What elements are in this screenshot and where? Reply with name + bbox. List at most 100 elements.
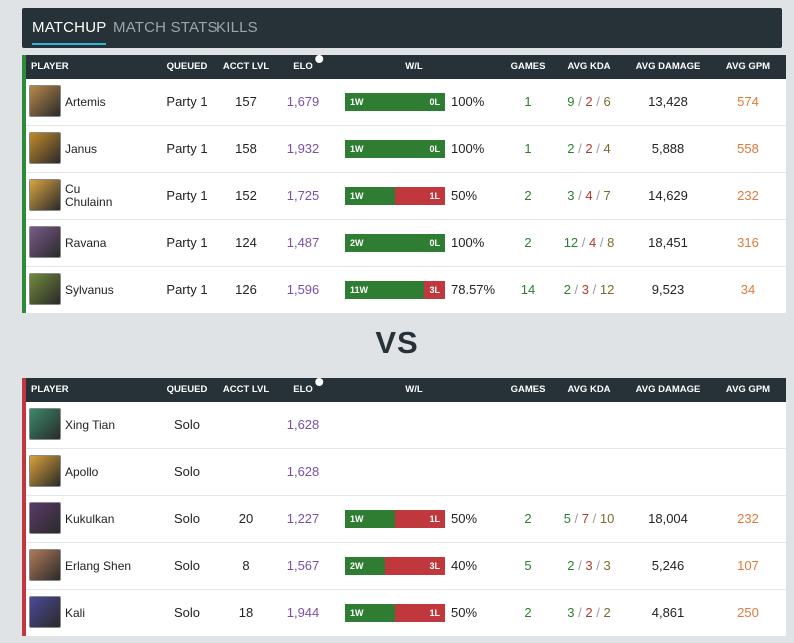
elo-value: 1,227 [286, 511, 320, 526]
avg-gpm-value: 107 [737, 558, 759, 573]
player-row[interactable]: Janus Party 1 158 1,932 1W 0L 100% 1 2 / 2 / 4 5,… [26, 126, 786, 173]
elo-value: 1,596 [286, 282, 320, 297]
win-percent: 100% [451, 235, 485, 250]
kda-separator: / [574, 605, 586, 620]
col-elo[interactable]: ELO + [293, 55, 323, 79]
col-acct-lvl[interactable]: ACCT LVL [222, 384, 270, 395]
losses-segment: 1L [395, 510, 445, 528]
games-value: 2 [524, 511, 532, 526]
kda-separator: / [574, 141, 586, 156]
wins-segment: 1W [345, 93, 395, 111]
col-player[interactable]: PLAYER [31, 384, 69, 395]
win-percent: 40% [451, 558, 478, 573]
wl-bar: 1W 1L [345, 510, 445, 528]
god-avatar[interactable] [29, 85, 61, 117]
player-row[interactable]: Artemis Party 1 157 1,679 1W 0L 100% 1 9 / 2 / 6… [26, 79, 786, 126]
col-avg-damage[interactable]: AVG DAMAGE [635, 61, 701, 72]
col-wl[interactable]: W/L [405, 384, 423, 395]
kda-separator: / [574, 188, 586, 203]
col-avg-kda[interactable]: AVG KDA [567, 384, 611, 395]
col-avg-kda[interactable]: AVG KDA [567, 61, 611, 72]
kda-value: 3 / 2 / 2 [567, 590, 610, 636]
win-percent: 100% [451, 94, 485, 109]
kda-separator: / [570, 282, 582, 297]
player-row[interactable]: Erlang Shen Solo 8 1,567 2W 3L 40% 5 2 / 3 / 3 5,… [26, 543, 786, 590]
table-header: PLAYER QUEUED ACCT LVL ELO + W/L GAMES AV… [26, 55, 786, 79]
player-row[interactable]: Apollo Solo 1,628 [26, 449, 786, 496]
player-name[interactable]: Cu Chulainn [65, 183, 112, 209]
player-name: Kali [65, 606, 86, 620]
wl-bar: 1W 0L [345, 140, 445, 158]
info-icon[interactable]: + [314, 55, 323, 71]
player-row[interactable]: Kukulkan Solo 20 1,227 1W 1L 50% 2 5 / 7 / 10 18,… [26, 496, 786, 543]
god-avatar[interactable] [29, 549, 61, 581]
elo-value: 1,944 [286, 605, 320, 620]
elo-value: 1,487 [286, 235, 320, 250]
avg-damage-value: 4,861 [651, 605, 685, 620]
player-row[interactable]: Xing Tian Solo 1,628 [26, 402, 786, 449]
avg-damage-value: 5,888 [651, 141, 685, 156]
losses-segment: 0L [395, 93, 445, 111]
col-elo[interactable]: ELO + [293, 378, 323, 402]
wins-segment: 2W [345, 234, 395, 252]
kda-kills: 3 [567, 188, 575, 203]
player-row[interactable]: Kali Solo 18 1,944 1W 1L 50% 2 3 / 2 / 2 4,861 250 [26, 590, 786, 636]
kda-deaths: 7 [581, 511, 589, 526]
god-avatar[interactable] [29, 132, 61, 164]
col-player[interactable]: PLAYER [31, 61, 69, 72]
avg-damage-value: 18,451 [648, 235, 688, 250]
games-value: 14 [520, 282, 536, 297]
losses-segment: 0L [395, 234, 445, 252]
player-row[interactable]: Sylvanus Party 1 126 1,596 11W 3L 78.57% 14 2 / … [26, 267, 786, 313]
col-acct-lvl[interactable]: ACCT LVL [222, 61, 270, 72]
wl-bar: 11W 3L [345, 281, 445, 299]
tab-kills[interactable]: KILLS [216, 19, 258, 36]
god-avatar[interactable] [29, 502, 61, 534]
col-elo-label: ELO [293, 384, 313, 395]
losses-segment: 3L [385, 557, 445, 575]
player-row[interactable]: Cu Chulainn Party 1 152 1,725 1W 1L 50% 2 3 / 4 /… [26, 173, 786, 220]
queued-value: Solo [173, 417, 201, 432]
col-queued[interactable]: QUEUED [166, 384, 208, 395]
kda-deaths: 4 [589, 235, 597, 250]
player-name: Xing Tian [65, 418, 116, 432]
wins-segment: 2W [345, 557, 385, 575]
acct-lvl-value: 20 [238, 511, 254, 526]
col-avg-gpm[interactable]: AVG GPM [725, 384, 771, 395]
god-avatar[interactable] [29, 596, 61, 628]
tab-matchup[interactable]: MATCHUP [32, 8, 107, 48]
acct-lvl-value: 126 [235, 282, 257, 297]
god-avatar[interactable] [29, 455, 61, 487]
queued-value: Party 1 [166, 282, 208, 297]
col-avg-damage[interactable]: AVG DAMAGE [635, 384, 701, 395]
tab-match-stats[interactable]: MATCH STATS [113, 19, 218, 36]
games-value: 2 [524, 235, 532, 250]
player-name: Erlang Shen [65, 559, 132, 573]
col-games[interactable]: GAMES [510, 384, 546, 395]
wl-bar: 2W 0L [345, 234, 445, 252]
col-queued[interactable]: QUEUED [166, 61, 208, 72]
avg-gpm-value: 34 [740, 282, 756, 297]
player-row[interactable]: Ravana Party 1 124 1,487 2W 0L 100% 2 12 / 4 / 8… [26, 220, 786, 267]
kda-separator: / [592, 188, 604, 203]
god-avatar[interactable] [29, 226, 61, 258]
elo-value: 1,932 [286, 141, 320, 156]
col-elo-label: ELO [293, 61, 313, 72]
god-avatar[interactable] [29, 179, 61, 211]
elo-value: 1,628 [286, 464, 320, 479]
col-wl[interactable]: W/L [405, 61, 423, 72]
avg-gpm-value: 250 [737, 605, 759, 620]
info-icon[interactable]: + [314, 378, 323, 394]
col-avg-gpm[interactable]: AVG GPM [725, 61, 771, 72]
kda-assists: 8 [607, 235, 615, 250]
elo-value: 1,567 [286, 558, 320, 573]
games-value: 1 [524, 94, 532, 109]
god-avatar[interactable] [29, 408, 61, 440]
god-avatar[interactable] [29, 273, 61, 305]
kda-deaths: 2 [585, 94, 593, 109]
queued-value: Solo [173, 511, 201, 526]
avg-gpm-value: 232 [737, 188, 759, 203]
col-games[interactable]: GAMES [510, 61, 546, 72]
kda-assists: 10 [599, 511, 615, 526]
player-name: Artemis [65, 95, 106, 109]
